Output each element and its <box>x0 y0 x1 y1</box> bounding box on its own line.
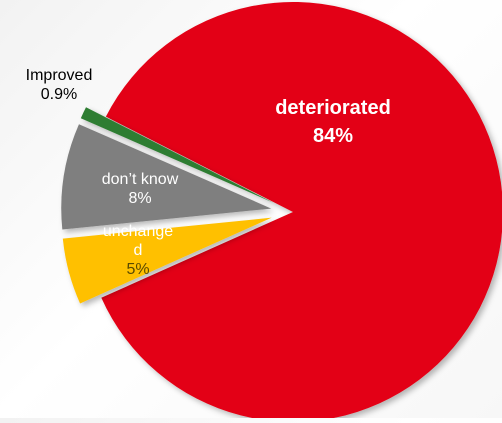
label-improved-name: Improved <box>25 67 93 84</box>
label-unchanged: unchange d 5% <box>84 222 192 279</box>
label-unchanged-name-line1: unchange <box>102 223 174 240</box>
pie-slice-deteriorated <box>101 2 502 422</box>
label-deteriorated-name: deteriorated <box>275 97 391 119</box>
label-dont-know-value: 8% <box>128 190 152 207</box>
label-improved-value: 0.9% <box>40 86 78 103</box>
pie-slice-don-t-know <box>61 124 272 230</box>
pie-slice-improved <box>80 107 274 203</box>
label-improved: Improved 0.9% <box>4 66 114 104</box>
label-unchanged-value: 5% <box>126 261 150 278</box>
pie-slice-unchanged <box>62 217 272 304</box>
label-dont-know: don’t know 8% <box>76 170 204 208</box>
label-deteriorated: deteriorated 84% <box>252 94 414 150</box>
label-deteriorated-value: 84% <box>312 125 354 147</box>
label-dont-know-name: don’t know <box>101 171 179 188</box>
label-unchanged-name-line2: d <box>133 242 143 259</box>
